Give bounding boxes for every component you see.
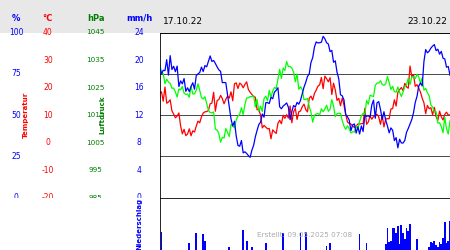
Bar: [416, 239, 418, 250]
Bar: [326, 246, 328, 250]
Bar: [359, 234, 360, 250]
Text: 20: 20: [134, 56, 144, 64]
Bar: [251, 247, 253, 250]
Text: 1045: 1045: [86, 30, 105, 36]
Bar: [385, 244, 387, 250]
Text: hPa: hPa: [87, 14, 104, 22]
Text: Luftdruck: Luftdruck: [99, 96, 105, 134]
Text: 1025: 1025: [86, 84, 105, 90]
Bar: [300, 233, 302, 250]
Bar: [402, 233, 404, 250]
Bar: [407, 231, 409, 250]
Text: 1035: 1035: [86, 57, 105, 63]
Bar: [444, 222, 446, 250]
Bar: [442, 238, 444, 250]
Text: 12: 12: [134, 111, 144, 120]
Text: 40: 40: [43, 28, 53, 37]
Text: 8: 8: [137, 138, 141, 147]
Bar: [189, 243, 190, 250]
Bar: [432, 243, 433, 250]
Bar: [397, 226, 399, 250]
Text: 0: 0: [45, 138, 50, 147]
Bar: [393, 228, 395, 250]
Bar: [161, 232, 162, 250]
Bar: [399, 244, 400, 250]
Text: 25: 25: [11, 152, 21, 161]
Text: 1005: 1005: [86, 140, 105, 146]
Text: 75: 75: [11, 69, 21, 78]
Text: 30: 30: [43, 56, 53, 64]
Bar: [229, 246, 230, 250]
Bar: [387, 228, 388, 250]
Bar: [265, 243, 267, 250]
Bar: [404, 239, 406, 250]
Text: 24: 24: [134, 28, 144, 37]
Text: 20: 20: [43, 83, 53, 92]
Bar: [433, 241, 435, 250]
Bar: [329, 243, 331, 250]
Text: mm/h: mm/h: [126, 14, 152, 22]
Text: 0: 0: [136, 193, 141, 202]
Bar: [449, 221, 450, 250]
Bar: [305, 232, 306, 250]
Bar: [388, 242, 390, 250]
Text: 23.10.22: 23.10.22: [407, 17, 447, 26]
Text: 16: 16: [134, 83, 144, 92]
Bar: [282, 233, 284, 250]
Bar: [439, 242, 441, 250]
Bar: [246, 240, 248, 250]
Bar: [406, 228, 407, 250]
Text: Niederschlag: Niederschlag: [136, 198, 142, 250]
Text: 985: 985: [89, 195, 103, 201]
Text: Temperatur: Temperatur: [22, 92, 28, 138]
Bar: [390, 242, 392, 250]
Text: 50: 50: [11, 111, 21, 120]
Bar: [409, 224, 411, 250]
Bar: [400, 225, 402, 250]
Bar: [428, 247, 430, 250]
Text: 17.10.22: 17.10.22: [162, 17, 202, 26]
Text: 10: 10: [43, 111, 53, 120]
Bar: [392, 228, 393, 250]
Bar: [437, 248, 439, 250]
Text: -20: -20: [42, 193, 54, 202]
Bar: [446, 243, 447, 250]
Bar: [202, 234, 204, 250]
Bar: [204, 241, 206, 250]
Text: 1015: 1015: [86, 112, 105, 118]
Text: %: %: [12, 14, 20, 22]
Text: 100: 100: [9, 28, 23, 37]
Bar: [430, 242, 432, 250]
Text: Erstellt: 09.05.2025 07:08: Erstellt: 09.05.2025 07:08: [257, 232, 352, 238]
Text: 0: 0: [14, 193, 18, 202]
Bar: [395, 233, 397, 250]
Bar: [242, 230, 244, 250]
Text: 995: 995: [89, 167, 103, 173]
Bar: [441, 244, 442, 250]
Text: °C: °C: [43, 14, 53, 22]
Bar: [447, 241, 449, 250]
Bar: [435, 245, 437, 250]
Text: 4: 4: [136, 166, 141, 175]
Bar: [195, 233, 197, 250]
Text: -10: -10: [42, 166, 54, 175]
Bar: [366, 244, 368, 250]
